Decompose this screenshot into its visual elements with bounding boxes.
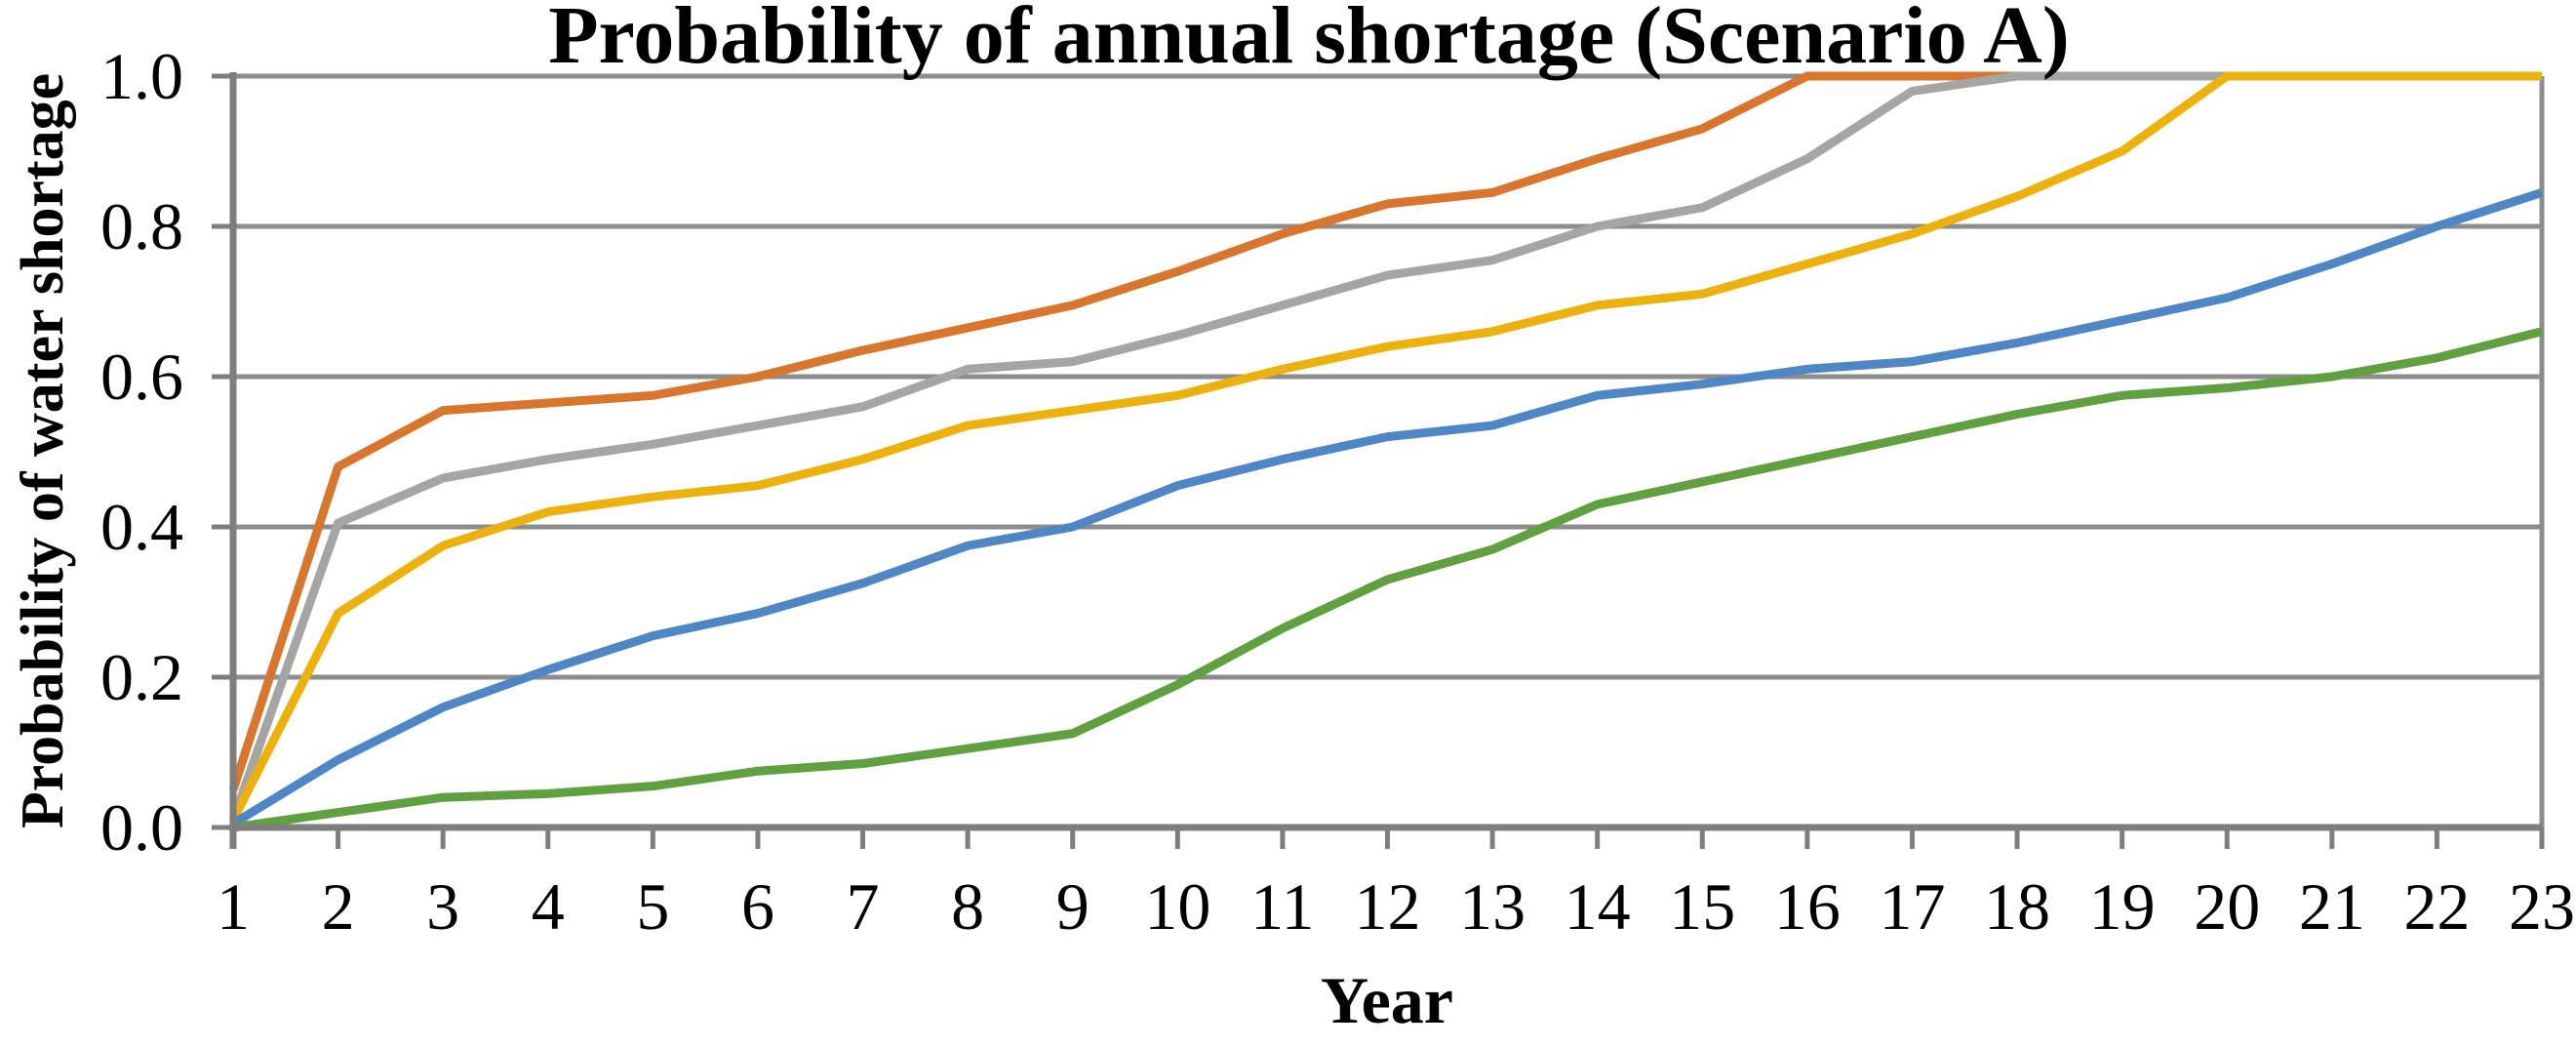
x-tick-label: 22 xyxy=(2403,869,2470,944)
series-line-gray xyxy=(228,71,2542,822)
x-tick-label: 3 xyxy=(426,869,459,944)
x-tick-label: 10 xyxy=(1144,869,1210,944)
series-line-gold xyxy=(228,71,2542,823)
x-tick-label: 12 xyxy=(1355,869,1421,944)
x-tick-label: 19 xyxy=(2089,869,2156,944)
x-tick-label: 14 xyxy=(1565,869,1631,944)
y-tick-label: 0.6 xyxy=(100,340,183,414)
series-line-blue xyxy=(230,188,2544,827)
x-tick-label: 9 xyxy=(1056,869,1090,944)
y-tick-label: 0.0 xyxy=(100,790,183,865)
x-tick-label: 23 xyxy=(2509,869,2575,944)
x-tick-label: 18 xyxy=(1984,869,2050,944)
series-line-green xyxy=(232,327,2544,832)
chart-title: Probability of annual shortage (Scenario… xyxy=(548,0,2070,81)
gridlines xyxy=(233,73,2545,827)
x-tick-label: 16 xyxy=(1774,869,1841,944)
y-tick-label: 0.8 xyxy=(100,189,183,263)
x-tick-label: 21 xyxy=(2299,869,2365,944)
x-tick-label: 11 xyxy=(1250,869,1314,944)
x-tick-label: 7 xyxy=(847,869,880,944)
y-tick-label: 1.0 xyxy=(100,39,183,113)
x-tick-label: 6 xyxy=(741,869,774,944)
tick-labels: 0.00.20.40.60.81.01 2 3 4 5 6 7 8 9 10 11 12 13 14 15 1… xyxy=(100,39,2575,944)
x-axis-title: Year xyxy=(1321,963,1453,1037)
axes xyxy=(212,72,2545,849)
y-tick-label: 0.2 xyxy=(100,640,183,714)
x-tick-label: 2 xyxy=(322,869,355,944)
x-tick-label: 1 xyxy=(217,869,250,944)
x-tick-label: 5 xyxy=(636,869,669,944)
x-tick-label: 20 xyxy=(2194,869,2260,944)
x-tick-label: 4 xyxy=(532,869,565,944)
y-tick-label: 0.4 xyxy=(100,490,183,564)
series-lines xyxy=(228,71,2544,832)
y-axis-title: Probability of water shortage xyxy=(10,73,76,828)
x-tick-label: 13 xyxy=(1459,869,1526,944)
x-tick-label: 15 xyxy=(1669,869,1735,944)
x-tick-label: 8 xyxy=(951,869,984,944)
x-tick-label: 17 xyxy=(1879,869,1945,944)
